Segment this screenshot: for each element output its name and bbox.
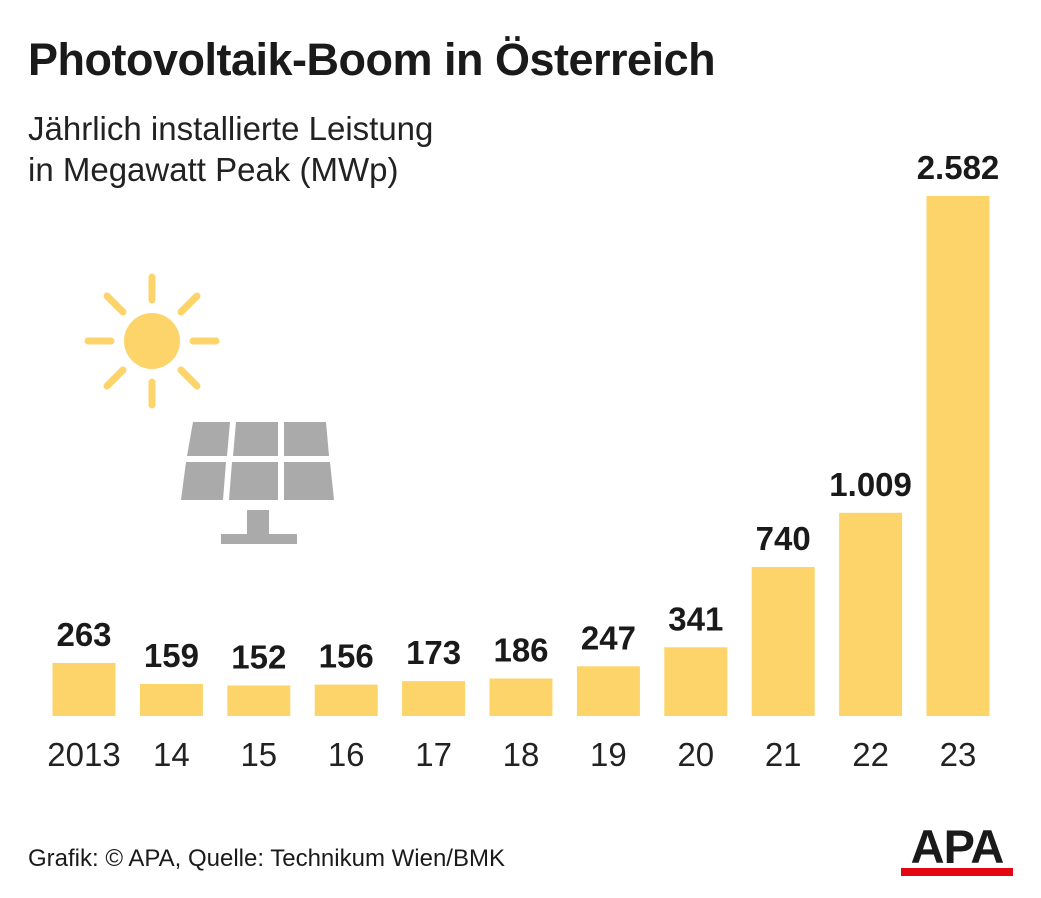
subtitle-line: Jährlich installierte Leistung	[28, 110, 434, 147]
bar	[664, 647, 728, 716]
x-tick-label: 17	[415, 736, 452, 773]
bar	[139, 684, 203, 716]
chart-subtitle: Jährlich installierte Leistung in Megawa…	[28, 108, 433, 190]
source-note: Grafik: © APA, Quelle: Technikum Wien/BM…	[28, 845, 505, 872]
bar	[839, 512, 903, 716]
apa-logo: APA	[901, 822, 1013, 876]
solar-panel-icon	[181, 422, 334, 544]
sun-icon	[84, 273, 220, 409]
data-label: 341	[668, 600, 723, 637]
data-label: 263	[56, 616, 111, 653]
bar	[751, 567, 815, 716]
x-tick-label: 14	[153, 736, 190, 773]
data-label: 740	[756, 520, 811, 557]
x-tick-label: 23	[940, 736, 977, 773]
data-label: 2.582	[917, 149, 1000, 186]
bar	[489, 678, 553, 716]
x-tick-label: 16	[328, 736, 365, 773]
data-label: 247	[581, 619, 636, 656]
x-tick-label: 2013	[47, 736, 120, 773]
data-label: 152	[231, 638, 286, 675]
data-label: 1.009	[829, 466, 912, 503]
x-tick-label: 22	[852, 736, 889, 773]
x-tick-label: 15	[240, 736, 277, 773]
x-tick-label: 18	[503, 736, 540, 773]
logo-bar	[901, 868, 1013, 876]
bar	[402, 681, 466, 716]
bar	[52, 663, 116, 716]
bar	[314, 684, 378, 716]
bars-group: 263 2013 159 14 152 15 156 16 173 17 186 18 247 19 341…	[47, 149, 999, 773]
subtitle-line: in Megawatt Peak (MWp)	[28, 151, 399, 188]
x-tick-label: 21	[765, 736, 802, 773]
data-label: 173	[406, 634, 461, 671]
x-tick-label: 19	[590, 736, 627, 773]
bar	[576, 666, 640, 716]
logo-text: APA	[910, 820, 1005, 873]
data-label: 159	[144, 637, 199, 674]
x-tick-label: 20	[677, 736, 714, 773]
data-label: 156	[319, 638, 374, 675]
data-label: 186	[493, 632, 548, 669]
bar	[926, 196, 990, 716]
chart-title: Photovoltaik-Boom in Österreich	[28, 34, 716, 85]
bar	[227, 685, 291, 716]
